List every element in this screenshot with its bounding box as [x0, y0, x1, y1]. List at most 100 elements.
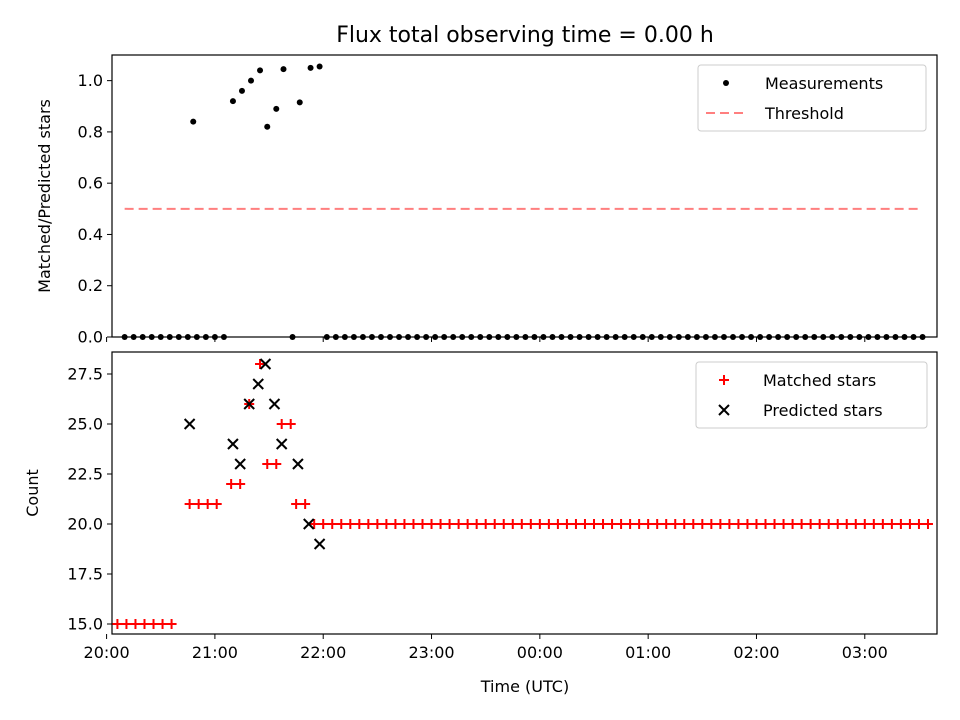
- data-point: [359, 334, 366, 340]
- data-point: [679, 519, 690, 529]
- bottom-subplot: 15.0 17.5 20.0 22.5 25.0 27.5 20:00 21:00 22:00…: [23, 351, 938, 696]
- data-point: [235, 479, 246, 489]
- data-point: [229, 98, 236, 105]
- data-point: [193, 499, 204, 509]
- data-point: [441, 334, 448, 340]
- data-point: [450, 334, 457, 340]
- bottom-legend: Matched stars Predicted stars: [695, 361, 928, 429]
- data-point: [486, 334, 493, 340]
- data-point: [193, 334, 200, 340]
- data-point: [408, 519, 419, 529]
- top-legend: Measurements Threshold: [697, 64, 927, 132]
- data-point: [886, 519, 897, 529]
- data-point: [399, 519, 410, 529]
- data-point: [643, 519, 654, 529]
- data-point: [166, 619, 177, 629]
- x-tick-label: 21:00: [192, 643, 238, 662]
- legend-item: Predicted stars: [718, 401, 883, 420]
- data-point: [432, 334, 439, 340]
- data-point: [372, 519, 383, 529]
- y-tick-label: 22.5: [67, 465, 103, 484]
- data-point: [841, 519, 852, 529]
- data-point: [202, 334, 209, 340]
- series-predicted-stars: [183, 358, 326, 550]
- data-point: [498, 519, 509, 529]
- data-point: [477, 334, 484, 340]
- legend-box: [697, 64, 927, 132]
- top-x-axis-ticks: [106, 337, 866, 342]
- data-point: [616, 519, 627, 529]
- data-point: [684, 334, 691, 340]
- legend-marker: [718, 404, 730, 416]
- data-point: [327, 519, 338, 529]
- x-tick-label: 22:00: [300, 643, 346, 662]
- data-point: [549, 334, 556, 340]
- data-point: [157, 619, 168, 629]
- data-point: [901, 334, 908, 340]
- x-tick-label: 00:00: [517, 643, 563, 662]
- legend-marker: [719, 375, 729, 385]
- data-point: [390, 519, 401, 529]
- data-point: [652, 519, 663, 529]
- data-point: [724, 519, 735, 529]
- data-point: [693, 334, 700, 340]
- data-point: [323, 334, 330, 340]
- data-point: [291, 499, 302, 509]
- y-tick-label: 15.0: [67, 615, 103, 634]
- data-point: [922, 519, 933, 529]
- data-point: [296, 99, 303, 106]
- y-tick-label: 0.0: [78, 328, 103, 347]
- data-point: [507, 519, 518, 529]
- data-point: [309, 519, 320, 529]
- data-point: [121, 619, 132, 629]
- data-point: [459, 334, 466, 340]
- data-point: [603, 334, 610, 340]
- data-point: [387, 334, 394, 340]
- data-point: [226, 479, 237, 489]
- top-y-axis-label: Matched/Predicted stars: [35, 99, 54, 293]
- data-point: [670, 519, 681, 529]
- y-tick-label: 0.2: [78, 276, 103, 295]
- data-point: [148, 334, 155, 340]
- data-point: [130, 619, 141, 629]
- data-point: [811, 334, 818, 340]
- x-tick-label: 03:00: [842, 643, 888, 662]
- data-point: [480, 519, 491, 529]
- data-point: [730, 334, 737, 340]
- data-point: [516, 519, 527, 529]
- data-point: [847, 334, 854, 340]
- data-point: [275, 438, 288, 450]
- data-point: [832, 519, 843, 529]
- data-point: [289, 334, 296, 340]
- data-point: [396, 334, 403, 340]
- data-point: [354, 519, 365, 529]
- data-point: [787, 519, 798, 529]
- data-point: [820, 334, 827, 340]
- data-point: [552, 519, 563, 529]
- data-point: [350, 334, 357, 340]
- data-point: [702, 334, 709, 340]
- data-point: [220, 334, 227, 340]
- data-point: [300, 499, 311, 509]
- data-point: [865, 334, 872, 340]
- data-point: [769, 519, 780, 529]
- bottom-plot-area: [112, 358, 933, 629]
- data-point: [381, 519, 392, 529]
- legend-item: Measurements: [723, 74, 883, 93]
- data-point: [336, 519, 347, 529]
- data-point: [793, 334, 800, 340]
- legend-item: Matched stars: [719, 371, 876, 390]
- data-point: [829, 334, 836, 340]
- data-point: [262, 459, 273, 469]
- series-measurements: [121, 63, 926, 340]
- data-point: [856, 334, 863, 340]
- data-point: [697, 519, 708, 529]
- data-point: [666, 334, 673, 340]
- data-point: [166, 334, 173, 340]
- data-point: [414, 334, 421, 340]
- data-point: [234, 458, 246, 470]
- data-point: [285, 419, 296, 429]
- data-point: [598, 519, 609, 529]
- data-point: [525, 519, 536, 529]
